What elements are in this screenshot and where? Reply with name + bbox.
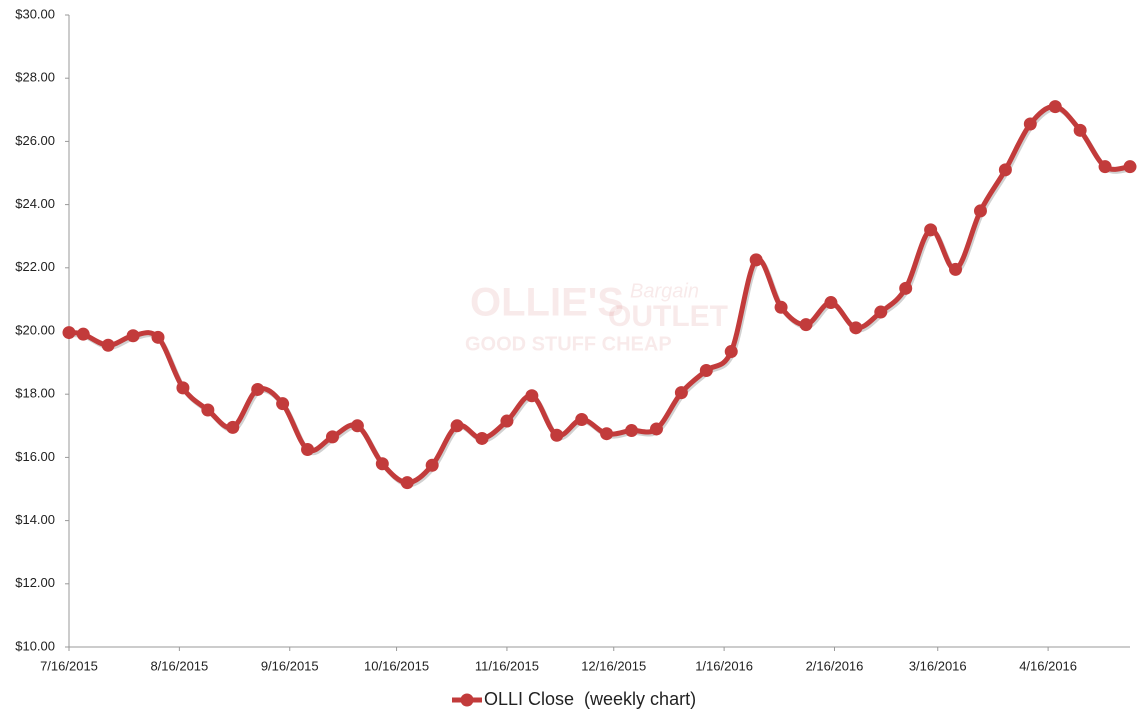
marker (400, 476, 414, 490)
y-tick-label: $24.00 (15, 196, 55, 211)
y-tick-label: $20.00 (15, 322, 55, 337)
marker (1123, 160, 1137, 174)
marker (425, 458, 439, 472)
marker (824, 296, 838, 310)
marker (76, 327, 90, 341)
marker (649, 422, 663, 436)
marker (749, 253, 763, 267)
y-tick-label: $18.00 (15, 386, 55, 401)
watermark: Bargain (630, 280, 699, 302)
x-tick-label: 4/16/2016 (1019, 658, 1077, 673)
marker (500, 414, 514, 428)
marker (151, 330, 165, 344)
marker (874, 305, 888, 319)
marker (799, 318, 813, 332)
watermark: OLLIE'S (470, 281, 624, 325)
marker (550, 428, 564, 442)
y-tick-label: $10.00 (15, 638, 55, 653)
marker (375, 457, 389, 471)
marker (101, 338, 115, 352)
x-tick-label: 7/16/2015 (40, 658, 98, 673)
marker (176, 381, 190, 395)
marker (475, 431, 489, 445)
marker (1073, 123, 1087, 137)
y-tick-label: $30.00 (15, 6, 55, 21)
marker (674, 386, 688, 400)
marker (973, 204, 987, 218)
marker (575, 412, 589, 426)
x-tick-label: 9/16/2015 (261, 658, 319, 673)
marker (625, 424, 639, 438)
marker (998, 163, 1012, 177)
marker (226, 420, 240, 434)
marker (350, 419, 364, 433)
marker (774, 300, 788, 314)
marker (251, 382, 265, 396)
x-tick-label: 3/16/2016 (909, 658, 967, 673)
x-tick-label: 12/16/2015 (581, 658, 646, 673)
marker (301, 443, 315, 456)
marker (1023, 117, 1037, 131)
y-tick-label: $12.00 (15, 575, 55, 590)
marker (699, 364, 713, 377)
x-tick-label: 11/16/2015 (475, 658, 539, 673)
marker (1048, 100, 1062, 114)
x-tick-label: 10/16/2015 (364, 658, 429, 673)
marker (899, 281, 913, 295)
marker (276, 397, 290, 411)
marker (600, 427, 614, 441)
marker (450, 419, 464, 433)
marker (325, 430, 339, 444)
marker (126, 329, 140, 343)
marker (724, 345, 738, 359)
marker (949, 262, 963, 276)
y-tick-label: $14.00 (15, 512, 55, 527)
marker (525, 389, 539, 403)
x-tick-label: 8/16/2015 (150, 658, 208, 673)
watermark: OUTLET (608, 300, 728, 333)
x-tick-label: 1/16/2016 (695, 658, 753, 673)
y-tick-label: $28.00 (15, 70, 55, 85)
y-tick-label: $22.00 (15, 259, 55, 274)
y-tick-label: $26.00 (15, 133, 55, 148)
legend-marker (460, 693, 474, 707)
marker (849, 321, 863, 335)
marker (201, 403, 215, 417)
watermark: GOOD STUFF CHEAP (465, 333, 672, 355)
y-tick-label: $16.00 (15, 449, 55, 464)
legend-label: OLLI Close (weekly chart) (484, 689, 696, 709)
marker (1098, 160, 1112, 174)
x-tick-label: 2/16/2016 (806, 658, 864, 673)
marker (62, 326, 76, 340)
marker (924, 223, 938, 237)
